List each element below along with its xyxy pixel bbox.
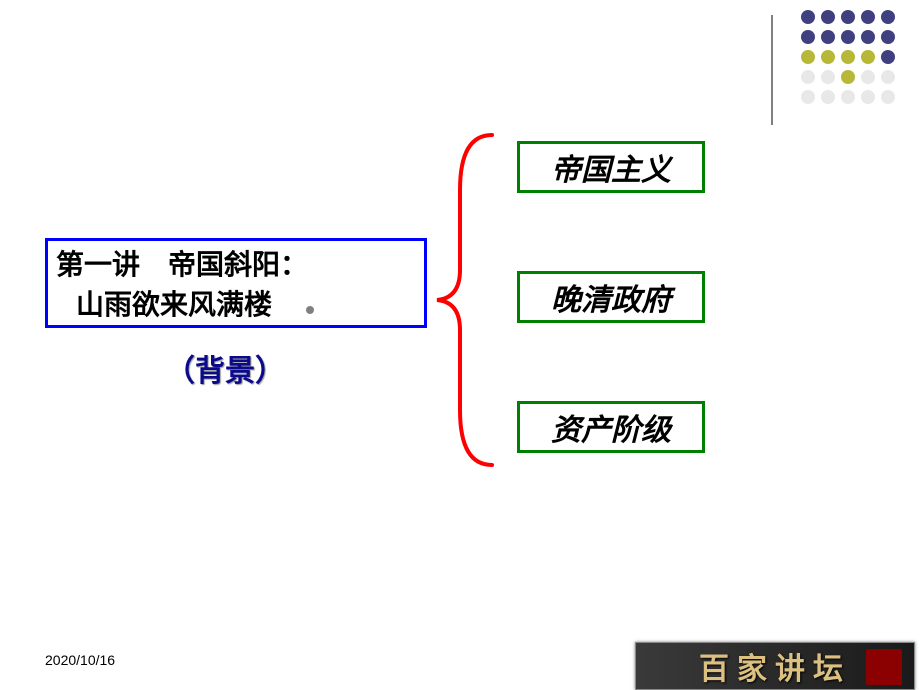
- main-title-box: 第一讲 帝国斜阳： 山雨欲来风满楼: [45, 238, 427, 328]
- dot-row: [801, 90, 895, 104]
- corner-dot: [861, 70, 875, 84]
- corner-dot: [841, 10, 855, 24]
- subtitle-text: （背景）: [165, 346, 285, 390]
- corner-dot: [841, 70, 855, 84]
- branch-box-0: 帝国主义: [517, 141, 705, 193]
- logo-seal-icon: [866, 649, 902, 685]
- corner-dot: [841, 50, 855, 64]
- corner-dot: [821, 10, 835, 24]
- corner-dot: [861, 90, 875, 104]
- corner-dot: [881, 70, 895, 84]
- corner-dot: [861, 10, 875, 24]
- center-marker-dot: [306, 306, 314, 314]
- corner-dot: [801, 50, 815, 64]
- corner-dot: [821, 70, 835, 84]
- corner-dot: [801, 30, 815, 44]
- branch-box-1: 晚清政府: [517, 271, 705, 323]
- main-title-line1: 第一讲 帝国斜阳：: [56, 243, 416, 283]
- logo-banner: 百家讲坛: [635, 642, 915, 690]
- corner-dot: [841, 30, 855, 44]
- branch-box-2: 资产阶级: [517, 401, 705, 453]
- corner-dot: [881, 50, 895, 64]
- corner-dot: [821, 30, 835, 44]
- corner-dot: [861, 30, 875, 44]
- dot-row: [801, 50, 895, 64]
- corner-dot: [881, 90, 895, 104]
- corner-dot: [801, 10, 815, 24]
- corner-dot: [841, 90, 855, 104]
- dot-row: [801, 70, 895, 84]
- footer-date: 2020/10/16: [45, 652, 115, 668]
- corner-dot: [821, 50, 835, 64]
- branch-label: 帝国主义: [551, 145, 671, 189]
- main-title-line2: 山雨欲来风满楼: [56, 283, 416, 323]
- bracket-path: [437, 135, 492, 465]
- corner-dot: [881, 10, 895, 24]
- corner-vline: [771, 15, 773, 125]
- bracket-connector: [432, 130, 512, 475]
- logo-text: 百家讲坛: [699, 644, 851, 688]
- dot-row: [801, 10, 895, 24]
- corner-dot: [881, 30, 895, 44]
- corner-dot: [801, 70, 815, 84]
- corner-dots: [801, 10, 895, 110]
- branch-label: 资产阶级: [551, 405, 671, 449]
- corner-dot: [801, 90, 815, 104]
- branch-label: 晚清政府: [551, 275, 671, 319]
- dot-row: [801, 30, 895, 44]
- corner-dot: [861, 50, 875, 64]
- corner-dot: [821, 90, 835, 104]
